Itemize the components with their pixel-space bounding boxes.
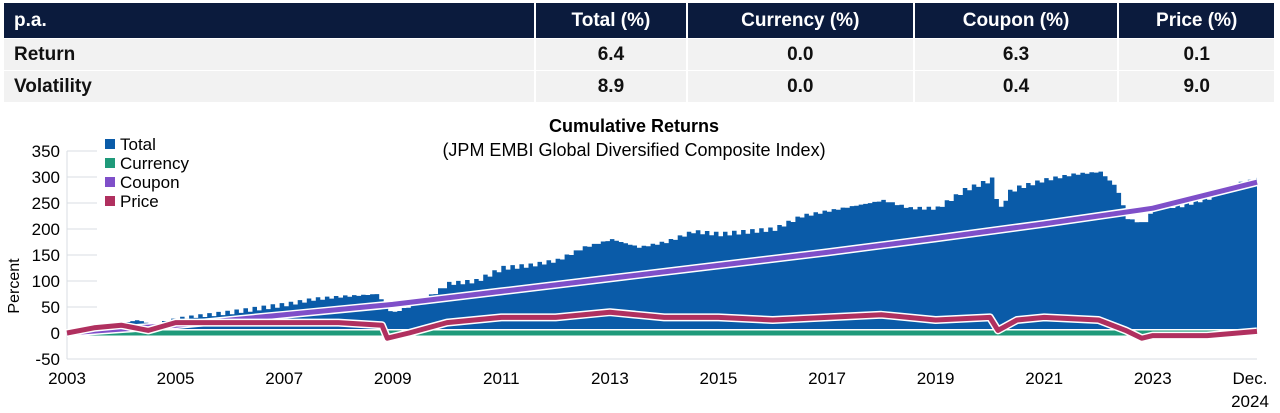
legend-swatch-currency xyxy=(105,158,115,168)
y-tick-label: 100 xyxy=(32,272,60,291)
y-tick-label: 250 xyxy=(32,194,60,213)
header-total: Total (%) xyxy=(536,3,686,38)
legend-label-total: Total xyxy=(120,135,156,154)
y-axis-label: Percent xyxy=(6,258,23,314)
x-tick-label: 2013 xyxy=(591,369,629,388)
x-tick-label: 2003 xyxy=(48,369,86,388)
chart-subtitle: (JPM EMBI Global Diversified Composite I… xyxy=(442,140,825,160)
header-pa: p.a. xyxy=(4,3,534,38)
cell-coupon: 6.3 xyxy=(914,39,1118,70)
legend-label-currency: Currency xyxy=(120,154,189,173)
row-label: Return xyxy=(4,39,534,70)
cell-total: 8.9 xyxy=(536,71,686,102)
cell-currency: 0.0 xyxy=(687,71,913,102)
table-row-volatility: Volatility 8.9 0.0 0.4 9.0 xyxy=(4,71,1274,102)
row-label: Volatility xyxy=(4,71,534,102)
x-tick-label: 2023 xyxy=(1134,369,1172,388)
legend-swatch-coupon xyxy=(105,177,115,187)
y-tick-label: 0 xyxy=(51,324,60,343)
header-currency: Currency (%) xyxy=(687,3,913,38)
legend-label-price: Price xyxy=(120,192,159,211)
header-coupon: Coupon (%) xyxy=(914,3,1118,38)
series-price-line xyxy=(66,309,1258,341)
x-tick-label: 2009 xyxy=(374,369,412,388)
cell-coupon: 0.4 xyxy=(914,71,1118,102)
series-coupon-line xyxy=(66,179,1258,336)
table-header-row: p.a. Total (%) Currency (%) Coupon (%) P… xyxy=(4,3,1274,38)
y-tick-label: 350 xyxy=(32,142,60,161)
legend-swatch-price xyxy=(105,196,115,206)
x-tick-label: 2017 xyxy=(808,369,846,388)
x-tick-last-1: Dec. xyxy=(1233,369,1268,388)
x-tick-label: 2015 xyxy=(700,369,738,388)
x-tick-label: 2005 xyxy=(157,369,195,388)
table-row-return: Return 6.4 0.0 6.3 0.1 xyxy=(4,39,1274,70)
cumulative-returns-chart: Cumulative Returns (JPM EMBI Global Dive… xyxy=(6,116,1269,411)
x-tick-label: 2007 xyxy=(265,369,303,388)
y-tick-label: 150 xyxy=(32,246,60,265)
x-tick-label: 2019 xyxy=(917,369,955,388)
cell-price: 9.0 xyxy=(1119,71,1274,102)
chart-title: Cumulative Returns xyxy=(549,116,719,136)
cell-total: 6.4 xyxy=(536,39,686,70)
x-tick-label: 2021 xyxy=(1025,369,1063,388)
legend-label-coupon: Coupon xyxy=(120,173,180,192)
header-price: Price (%) xyxy=(1119,3,1274,38)
cell-price: 0.1 xyxy=(1119,39,1274,70)
y-tick-label: -50 xyxy=(35,350,60,369)
returns-table: p.a. Total (%) Currency (%) Coupon (%) P… xyxy=(2,2,1276,103)
x-tick-last-2: 2024 xyxy=(1231,392,1269,411)
cell-currency: 0.0 xyxy=(687,39,913,70)
y-tick-label: 300 xyxy=(32,168,60,187)
series-total-area xyxy=(67,171,1257,334)
x-tick-label: 2011 xyxy=(483,369,520,388)
y-tick-label: 200 xyxy=(32,220,60,239)
legend-swatch-total xyxy=(105,139,115,149)
y-tick-label: 50 xyxy=(41,298,60,317)
